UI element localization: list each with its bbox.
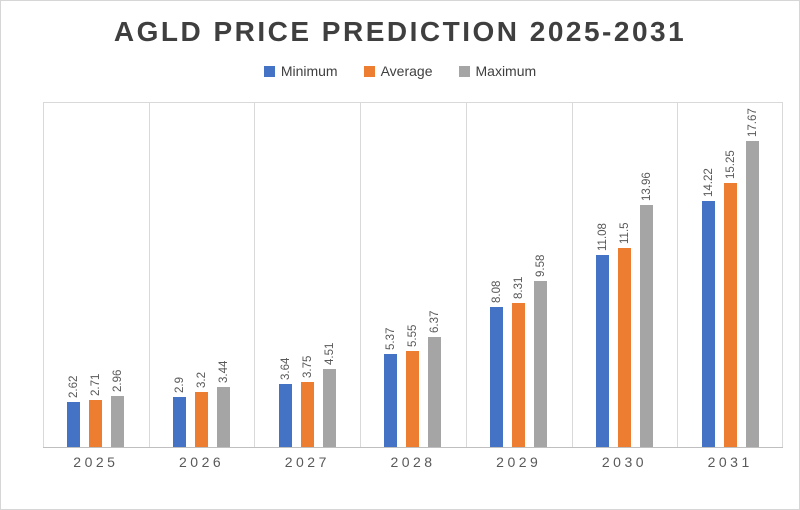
legend-label-maximum: Maximum bbox=[475, 63, 537, 79]
x-axis-labels: 2025 2026 2027 2028 2029 2030 2031 bbox=[43, 454, 783, 470]
legend-item-average: Average bbox=[363, 63, 433, 79]
plot-top-border bbox=[43, 102, 783, 103]
bar-minimum-2030 bbox=[596, 255, 609, 447]
bar-minimum-2025 bbox=[67, 402, 80, 447]
bar-average-2028 bbox=[406, 351, 419, 447]
x-axis-label-2030: 2030 bbox=[601, 454, 648, 470]
legend-swatch-minimum-icon bbox=[263, 65, 275, 77]
legend-swatch-maximum-icon bbox=[458, 65, 470, 77]
x-axis-label-2031: 2031 bbox=[707, 454, 753, 470]
bar-maximum-2030 bbox=[640, 205, 653, 447]
chart-legend: Minimum Average Maximum bbox=[1, 61, 799, 81]
bar-value-label-average-2025: 2.71 bbox=[89, 373, 102, 396]
bar-value-label-minimum-2029: 8.08 bbox=[490, 280, 503, 303]
gridline-vertical bbox=[254, 102, 255, 448]
x-axis-label-2026: 2026 bbox=[179, 454, 225, 470]
bar-maximum-2029 bbox=[534, 281, 547, 447]
bar-maximum-2028 bbox=[428, 337, 441, 447]
bar-minimum-2027 bbox=[279, 384, 292, 447]
gridline-vertical bbox=[360, 102, 361, 448]
bar-maximum-2025 bbox=[111, 396, 124, 447]
bar-value-label-maximum-2025: 2.96 bbox=[111, 369, 124, 392]
legend-label-minimum: Minimum bbox=[280, 63, 338, 79]
bar-value-label-average-2030: 11.5 bbox=[618, 222, 631, 244]
bar-average-2027 bbox=[301, 382, 314, 447]
bar-value-label-average-2028: 5.55 bbox=[406, 324, 419, 347]
bar-value-label-maximum-2028: 6.37 bbox=[428, 310, 441, 333]
bar-minimum-2031 bbox=[702, 201, 715, 447]
gridline-vertical bbox=[43, 102, 44, 448]
bar-value-label-maximum-2030: 13.96 bbox=[640, 172, 653, 201]
bar-average-2029 bbox=[512, 303, 525, 447]
bar-value-label-minimum-2026: 2.9 bbox=[173, 377, 186, 393]
bar-value-label-average-2027: 3.75 bbox=[301, 355, 314, 378]
bar-value-label-average-2031: 15.25 bbox=[724, 150, 737, 179]
legend-item-maximum: Maximum bbox=[458, 63, 537, 79]
bar-maximum-2031 bbox=[746, 141, 759, 447]
gridline-vertical bbox=[466, 102, 467, 448]
bar-value-label-maximum-2031: 17.67 bbox=[746, 108, 759, 137]
x-axis-label-2025: 2025 bbox=[73, 454, 119, 470]
bar-value-label-average-2029: 8.31 bbox=[512, 276, 525, 299]
chart-title: AGLD PRICE PREDICTION 2025-2031 bbox=[113, 16, 687, 47]
plot-area: 2.62 2.9 3.64 5.37 8.08 11.08 14.22 2.71 3.2 3.75… bbox=[43, 102, 783, 448]
bar-minimum-2026 bbox=[173, 397, 186, 447]
bar-average-2031 bbox=[724, 183, 737, 447]
gridline-vertical bbox=[572, 102, 573, 448]
x-axis-label-2028: 2028 bbox=[390, 454, 436, 470]
bar-maximum-2026 bbox=[217, 387, 230, 447]
bar-minimum-2029 bbox=[490, 307, 503, 447]
legend-label-average: Average bbox=[380, 63, 433, 79]
x-axis-label-2029: 2029 bbox=[496, 454, 542, 470]
bar-value-label-minimum-2031: 14.22 bbox=[702, 168, 715, 197]
bar-value-label-maximum-2029: 9.58 bbox=[534, 254, 547, 277]
bar-value-label-maximum-2027: 4.51 bbox=[323, 342, 336, 365]
bar-value-label-average-2026: 3.2 bbox=[195, 372, 208, 388]
gridline-vertical bbox=[677, 102, 678, 448]
x-axis-line bbox=[43, 447, 783, 448]
bar-value-label-minimum-2030: 11.08 bbox=[596, 223, 609, 251]
bar-value-label-minimum-2025: 2.62 bbox=[67, 375, 80, 398]
bar-value-label-maximum-2026: 3.44 bbox=[217, 360, 230, 383]
bar-average-2025 bbox=[89, 400, 102, 447]
bar-value-label-minimum-2027: 3.64 bbox=[279, 357, 292, 380]
bar-minimum-2028 bbox=[384, 354, 397, 447]
bar-value-label-minimum-2028: 5.37 bbox=[384, 327, 397, 350]
gridline-vertical bbox=[149, 102, 150, 448]
bar-average-2030 bbox=[618, 248, 631, 447]
bar-maximum-2027 bbox=[323, 369, 336, 447]
gridline-vertical bbox=[782, 102, 783, 448]
legend-swatch-average-icon bbox=[363, 65, 375, 77]
bar-average-2026 bbox=[195, 392, 208, 447]
legend-item-minimum: Minimum bbox=[263, 63, 338, 79]
x-axis-label-2027: 2027 bbox=[284, 454, 330, 470]
